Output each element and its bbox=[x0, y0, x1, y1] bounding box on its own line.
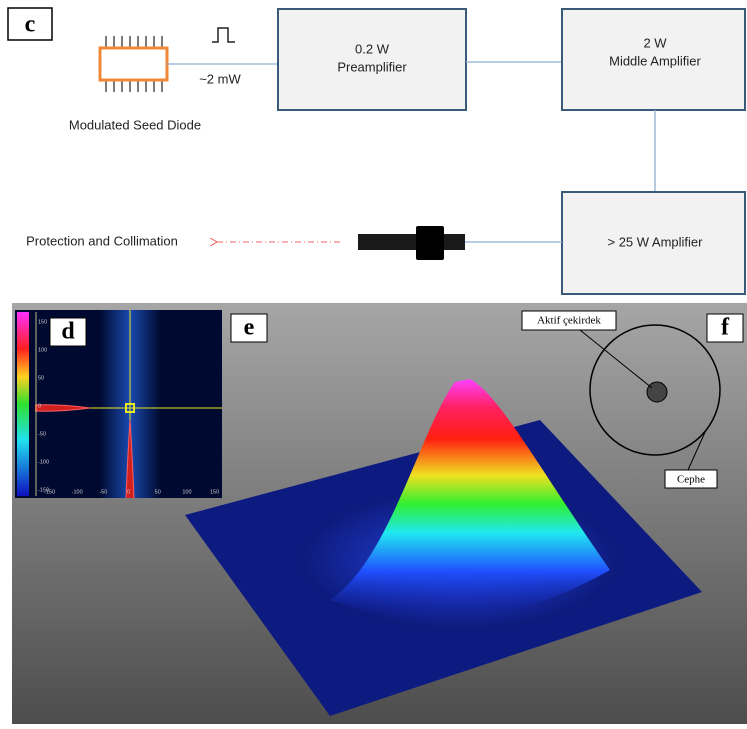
y-tick-label: -100 bbox=[38, 459, 49, 465]
panel-label: e bbox=[244, 315, 255, 341]
fiber-core bbox=[647, 382, 667, 402]
preamp-label: Preamplifier bbox=[337, 59, 407, 74]
x-tick-label: 0 bbox=[127, 489, 130, 495]
preamp-power: 0.2 W bbox=[355, 41, 390, 56]
y-tick-label: 150 bbox=[38, 319, 47, 325]
output-label: Protection and Collimation bbox=[26, 233, 178, 248]
y-tick-label: 50 bbox=[38, 375, 44, 381]
middle-amp-label: Middle Amplifier bbox=[609, 53, 701, 68]
final-amp-label: > 25 W Amplifier bbox=[607, 234, 703, 249]
x-tick-label: -50 bbox=[99, 489, 107, 495]
panel-label: d bbox=[61, 319, 75, 345]
isolator-block bbox=[416, 226, 444, 260]
seed-chip bbox=[100, 48, 167, 80]
core-label: Aktif çekirdek bbox=[537, 315, 601, 327]
panel-label: c bbox=[25, 12, 36, 38]
x-tick-label: 150 bbox=[210, 489, 219, 495]
y-tick-label: -50 bbox=[38, 431, 46, 437]
cladding-label: Cephe bbox=[677, 474, 705, 486]
color-scale bbox=[17, 312, 29, 496]
seed-power: ~2 mW bbox=[199, 71, 241, 86]
pulse-icon bbox=[212, 28, 235, 42]
y-tick-label: 0 bbox=[38, 403, 41, 409]
x-tick-label: -150 bbox=[44, 489, 55, 495]
x-tick-label: 50 bbox=[155, 489, 161, 495]
seed-label: Modulated Seed Diode bbox=[69, 117, 201, 132]
panel-label: f bbox=[721, 315, 730, 341]
y-tick-label: 100 bbox=[38, 347, 47, 353]
x-tick-label: 100 bbox=[182, 489, 191, 495]
isolator-body bbox=[358, 234, 465, 250]
middle-amp-power: 2 W bbox=[643, 35, 667, 50]
figure: c ~2 mW Modulated Seed Diode 0.2 W Pream… bbox=[0, 0, 747, 724]
x-tick-label: -100 bbox=[72, 489, 83, 495]
